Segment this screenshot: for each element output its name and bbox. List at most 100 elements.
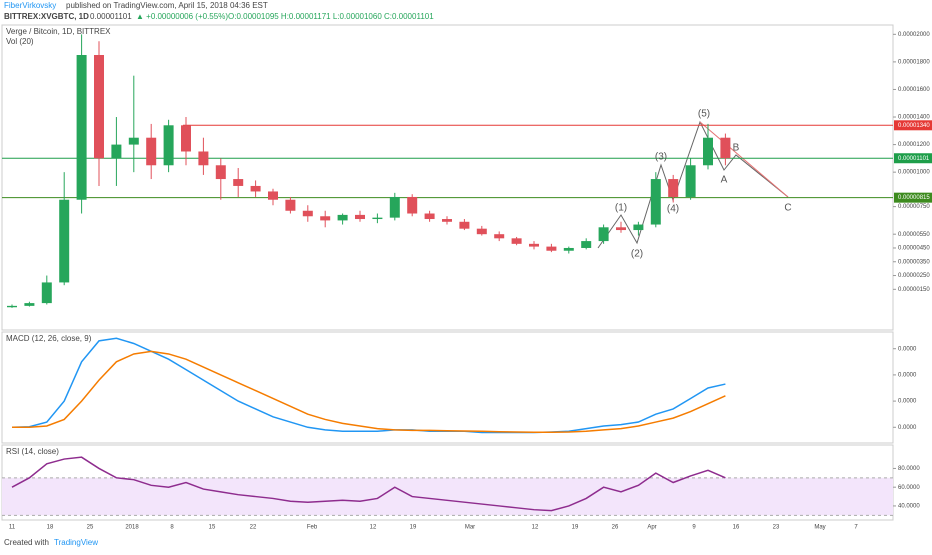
x-tick-label: 7: [854, 525, 858, 531]
footer-created: Created with: [4, 538, 49, 547]
candle-body: [511, 238, 522, 244]
candle-body: [720, 137, 731, 159]
wave-label: (4): [667, 204, 679, 215]
y-tick-label: 60.0000: [898, 485, 920, 491]
candle-body: [668, 179, 679, 197]
x-tick-label: 9: [692, 525, 696, 531]
y-tick-label: 80.0000: [898, 466, 920, 472]
x-tick-label: Mar: [465, 525, 475, 531]
candle-body: [76, 55, 87, 200]
candle-body: [111, 144, 122, 159]
pane-title: Verge / Bitcoin, 1D, BITTREX: [6, 27, 111, 36]
candle-body: [94, 55, 104, 159]
rsi-band: [2, 477, 893, 516]
x-tick-label: 15: [209, 525, 216, 531]
candle-body: [24, 303, 35, 306]
x-tick-label: 16: [733, 525, 740, 531]
x-tick-label: 12: [532, 525, 539, 531]
candle-body: [476, 228, 487, 235]
candle-body: [337, 214, 348, 221]
published: published on TradingView.com, April 15, …: [66, 1, 268, 10]
macd-line: [11, 337, 726, 434]
rsi-title: RSI (14, close): [6, 447, 59, 456]
y-tick-label: 0.0000: [898, 399, 917, 405]
y-tick-label: 0.00002000: [898, 32, 930, 38]
y-tick-label: 0.00000150: [898, 287, 930, 293]
y-tick-label: 0.0000: [898, 425, 917, 431]
candle-body: [685, 165, 696, 197]
candle-body: [494, 234, 505, 239]
y-tick-label: 40.0000: [898, 504, 920, 510]
y-tick-label: 0.0000: [898, 346, 917, 352]
x-tick-label: Feb: [307, 525, 318, 531]
candle-body: [459, 221, 470, 229]
y-tick-label: 0.00000550: [898, 232, 930, 238]
x-tick-label: 11: [9, 525, 16, 531]
wave-label: (2): [631, 249, 643, 260]
footer-brand[interactable]: TradingView: [54, 538, 98, 547]
candle-body: [372, 217, 383, 220]
x-tick-label: 18: [47, 525, 54, 531]
candle-body: [250, 185, 261, 192]
wave-label: A: [721, 175, 728, 186]
y-tick-label: 0.00001200: [898, 142, 930, 148]
wave-label: (5): [698, 109, 710, 120]
x-tick-label: 19: [410, 525, 417, 531]
x-tick-label: 19: [572, 525, 579, 531]
author[interactable]: FiberVirkovsky: [4, 1, 56, 10]
candle-body: [59, 199, 70, 283]
wave-label: (3): [655, 152, 667, 163]
candle-body: [128, 137, 139, 145]
y-tick-label: 0.00000750: [898, 204, 930, 210]
candle-body: [7, 305, 17, 308]
y-tick-label: 0.00000250: [898, 273, 930, 279]
x-tick-label: 12: [370, 525, 377, 531]
x-tick-label: 26: [612, 525, 619, 531]
candle-body: [146, 137, 157, 166]
change: ▲ +0.00000006 (+0.55%): [136, 12, 228, 21]
level-label: 0.00001340: [898, 123, 930, 129]
level-tag: [894, 120, 932, 131]
macd-title: MACD (12, 26, close, 9): [6, 334, 92, 343]
signal-line: [12, 350, 726, 434]
y-tick-label: 0.00001400: [898, 115, 930, 121]
candle-body: [198, 151, 209, 166]
candle-body: [320, 216, 331, 221]
x-tick-label: 25: [87, 525, 94, 531]
candle-body: [355, 214, 365, 220]
candle-body: [215, 165, 226, 180]
wave-label: C: [784, 203, 791, 214]
level-label: 0.00001101: [898, 156, 930, 162]
y-tick-label: 0.00001800: [898, 59, 930, 65]
level-tag: [894, 192, 932, 203]
level-tag: [894, 153, 932, 164]
candle-body: [529, 243, 539, 247]
x-tick-label: Apr: [647, 525, 656, 531]
candle-body: [650, 179, 661, 225]
candle-body: [41, 282, 52, 304]
symbol: BITTREX:XVGBTC, 1D: [4, 12, 89, 21]
x-tick-label: 22: [250, 525, 257, 531]
x-tick-label: 23: [773, 525, 780, 531]
wave-label: (1): [615, 203, 627, 214]
candle-body: [302, 210, 313, 217]
candle-body: [598, 227, 609, 242]
candle-body: [424, 213, 435, 220]
candle-body: [163, 125, 174, 166]
y-tick-label: 0.0000: [898, 372, 917, 378]
x-tick-label: 8: [170, 525, 174, 531]
x-tick-label: May: [814, 525, 825, 531]
candle-body: [233, 179, 244, 186]
candle-body: [703, 137, 713, 166]
y-tick-label: 0.00001000: [898, 170, 930, 176]
candle-body: [407, 196, 418, 214]
candle-body: [581, 241, 592, 248]
candle-body: [181, 125, 191, 152]
wave-label: B: [733, 143, 740, 154]
candle-body: [268, 191, 278, 200]
candle-body: [563, 247, 574, 251]
volume-label: Vol (20): [6, 37, 34, 46]
